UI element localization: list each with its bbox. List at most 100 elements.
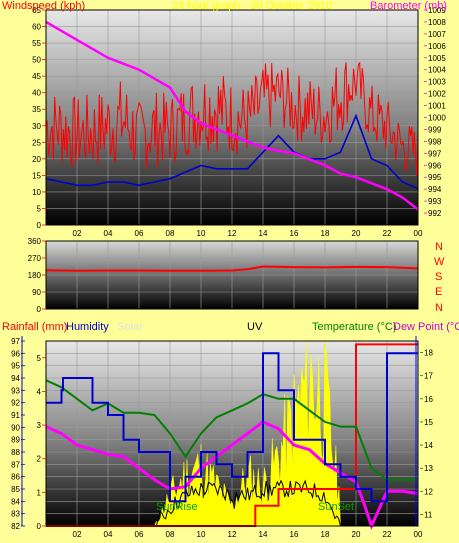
wind-direction-series xyxy=(45,265,419,272)
x-tick-label: 14 xyxy=(259,530,268,539)
uv-label: UV xyxy=(247,321,263,333)
barometer-tick: 994 xyxy=(428,185,442,194)
x-tick-label: 12 xyxy=(228,530,237,539)
humidity-tick: 89 xyxy=(11,436,20,445)
humidity-tick: 82 xyxy=(11,522,20,531)
x-tick-label: 20 xyxy=(352,229,361,238)
compass-n-bottom: N xyxy=(435,302,443,314)
x-tick-label: 02 xyxy=(73,229,82,238)
humidity-tick: 83 xyxy=(11,510,20,519)
humidity-tick: 91 xyxy=(11,411,20,420)
climate-panel-border xyxy=(45,340,419,527)
x-tick-label: 22 xyxy=(383,530,392,539)
windspeed-axis: 0 5 10 15 20 25 30 35 40 45 50 55 60 65 xyxy=(32,6,46,230)
humidity-series xyxy=(46,352,418,503)
barometer-tick: 1005 xyxy=(428,54,446,63)
windspeed-tick: 50 xyxy=(32,56,41,65)
temperature-tick: 17 xyxy=(424,372,433,381)
direction-panel: 0 90 180 270 360 N W S E N xyxy=(28,237,445,314)
temperature-tick: 14 xyxy=(424,441,433,450)
climate-panel-x-axis: 02 04 06 08 10 12 14 16 18 20 22 00 xyxy=(73,530,423,539)
compass-s: S xyxy=(435,271,442,283)
direction-tick: 360 xyxy=(28,237,42,246)
x-tick-label: 06 xyxy=(135,229,144,238)
barometer-tick: 998 xyxy=(428,137,442,146)
x-tick-label: 12 xyxy=(228,229,237,238)
barometer-tick: 1007 xyxy=(428,30,446,39)
x-tick-label: 08 xyxy=(166,530,175,539)
direction-tick: 270 xyxy=(28,254,42,263)
x-tick-label: 16 xyxy=(290,229,299,238)
x-tick-label: 10 xyxy=(197,530,206,539)
humidity-tick: 92 xyxy=(11,399,20,408)
humidity-tick: 96 xyxy=(11,349,20,358)
rainfall-axis: 0 1 2 3 4 5 xyxy=(37,354,46,531)
rainfall-tick: 1 xyxy=(37,488,42,497)
barometer-axis: 992 993 994 995 996 997 998 999 1000 1001 1002 1003… xyxy=(424,6,446,218)
temperature-tick: 15 xyxy=(424,418,433,427)
barometer-tick: 1009 xyxy=(428,6,446,15)
barometer-tick: 997 xyxy=(428,149,442,158)
rainfall-tick: 3 xyxy=(37,421,42,430)
humidity-tick: 90 xyxy=(11,423,20,432)
wind-panel-x-axis: 02 04 06 08 10 12 14 16 18 20 22 00 xyxy=(73,229,423,238)
dewpoint-label: Dew Point (°C) xyxy=(393,321,459,333)
windspeed-tick: 65 xyxy=(32,6,41,15)
compass-n-top: N xyxy=(435,241,443,253)
temperature-tick: 18 xyxy=(424,349,433,358)
compass-labels: N W S E N xyxy=(434,241,445,314)
temperature-tick: 12 xyxy=(424,487,433,496)
barometer-tick: 1002 xyxy=(428,90,446,99)
windspeed-tick: 5 xyxy=(37,204,42,213)
windspeed-tick: 15 xyxy=(32,171,41,180)
direction-tick: 180 xyxy=(28,271,42,280)
x-tick-label: 08 xyxy=(166,229,175,238)
temperature-tick: 11 xyxy=(424,510,433,519)
barometer-tick: 999 xyxy=(428,125,442,134)
direction-axis: 0 90 180 270 360 xyxy=(28,237,46,314)
rainfall-tick: 5 xyxy=(37,354,42,363)
temperature-tick: 16 xyxy=(424,395,433,404)
graph-title: 24 hour graph - 30 October 2010 xyxy=(172,0,332,12)
x-tick-label: 10 xyxy=(197,229,206,238)
barometer-tick: 992 xyxy=(428,209,442,218)
barometer-tick: 1001 xyxy=(428,102,446,111)
barometer-tick: 993 xyxy=(428,197,442,206)
barometer-tick: 1006 xyxy=(428,42,446,51)
windspeed-tick: 20 xyxy=(32,155,41,164)
humidity-tick: 86 xyxy=(11,473,20,482)
direction-tick: 0 xyxy=(37,305,42,314)
windspeed-tick: 60 xyxy=(32,23,41,32)
x-tick-label: 06 xyxy=(135,530,144,539)
barometer-tick: 1003 xyxy=(428,78,446,87)
windspeed-tick: 10 xyxy=(32,188,41,197)
x-tick-label: 16 xyxy=(290,530,299,539)
temperature-tick: 13 xyxy=(424,464,433,473)
humidity-tick: 85 xyxy=(11,485,20,494)
direction-panel-series xyxy=(45,265,419,272)
sunset-annotation: SunSet xyxy=(318,501,354,513)
humidity-tick: 97 xyxy=(11,337,20,346)
x-tick-label: 04 xyxy=(104,229,113,238)
wind-panel-series xyxy=(45,20,419,211)
x-tick-label: 02 xyxy=(73,530,82,539)
windspeed-tick: 35 xyxy=(32,105,41,114)
rainfall-label: Rainfall (mm) xyxy=(2,321,67,333)
climate-panel-series xyxy=(45,340,419,531)
x-tick-label: 04 xyxy=(104,530,113,539)
solar-label: Solar xyxy=(117,321,143,333)
x-tick-label: 22 xyxy=(383,229,392,238)
barometer-label: Barometer (mb) xyxy=(370,0,447,12)
x-tick-label: 18 xyxy=(321,229,330,238)
barometer-series xyxy=(45,20,419,211)
humidity-tick: 93 xyxy=(11,386,20,395)
windspeed-tick: 30 xyxy=(32,122,41,131)
x-tick-label: 00 xyxy=(414,530,423,539)
humidity-axis: 82 83 84 85 86 87 88 89 90 91 92 93 94 95 96 97 xyxy=(11,337,25,531)
humidity-tick: 94 xyxy=(11,374,20,383)
windspeed-tick: 55 xyxy=(32,39,41,48)
compass-e: E xyxy=(435,286,442,298)
